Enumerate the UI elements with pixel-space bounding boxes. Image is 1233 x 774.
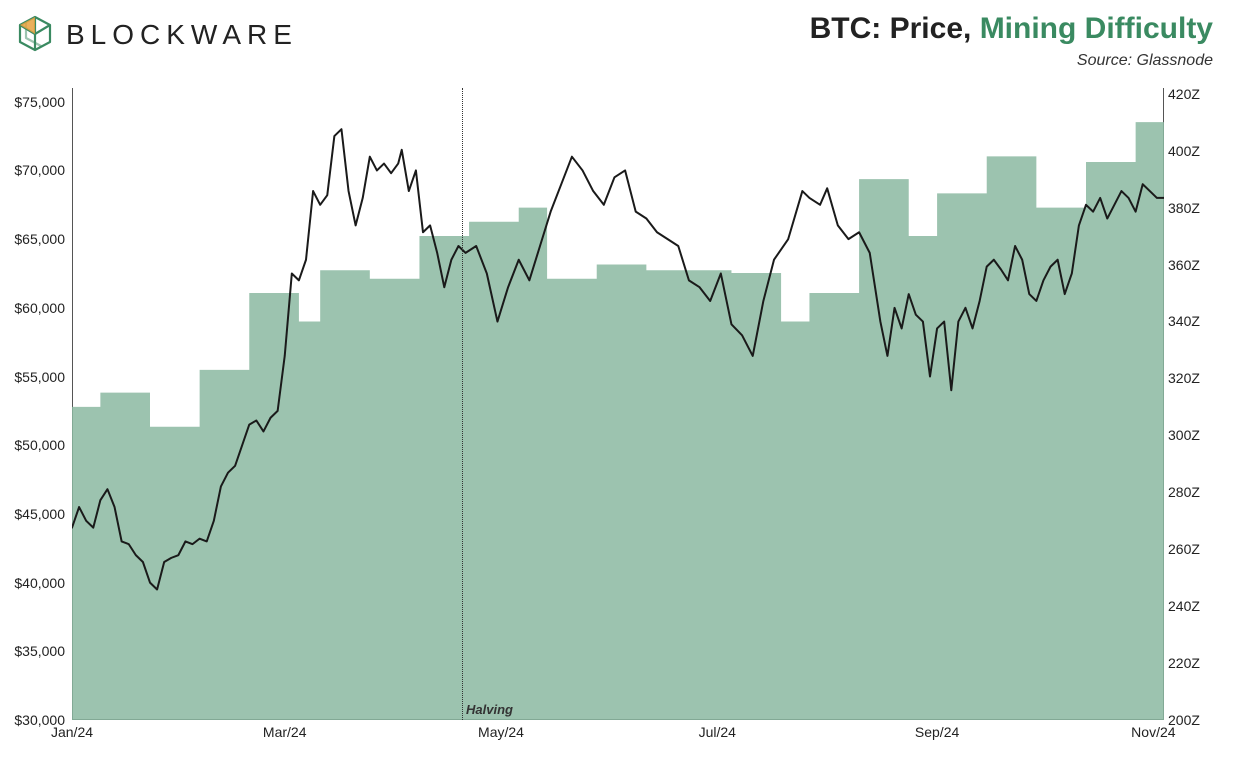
halving-marker-line — [462, 88, 463, 720]
halving-marker-label: Halving — [466, 702, 513, 717]
difficulty-area — [72, 122, 1164, 720]
y-right-tick: 400Z — [1168, 143, 1218, 159]
header: BLOCKWARE BTC: Price, Mining Difficulty … — [0, 8, 1213, 68]
y-right-tick: 280Z — [1168, 484, 1218, 500]
y-left-tick: $75,000 — [5, 94, 65, 110]
chart-svg — [72, 88, 1164, 720]
y-right-tick: 360Z — [1168, 257, 1218, 273]
brand-logo: BLOCKWARE — [14, 14, 298, 56]
y-right-tick: 220Z — [1168, 655, 1218, 671]
y-right-tick: 420Z — [1168, 86, 1218, 102]
y-right-tick: 340Z — [1168, 313, 1218, 329]
y-right-tick: 300Z — [1168, 427, 1218, 443]
chart-container: BLOCKWARE BTC: Price, Mining Difficulty … — [0, 0, 1233, 774]
y-left-tick: $40,000 — [5, 575, 65, 591]
y-left-tick: $65,000 — [5, 231, 65, 247]
title-prefix: BTC: Price, — [810, 12, 980, 45]
chart-title: BTC: Price, Mining Difficulty — [810, 12, 1213, 46]
y-left-tick: $60,000 — [5, 300, 65, 316]
blockware-logo-icon — [14, 14, 56, 56]
x-tick: Mar/24 — [263, 724, 307, 740]
y-right-tick: 260Z — [1168, 541, 1218, 557]
y-right-tick: 240Z — [1168, 598, 1218, 614]
x-tick: Jan/24 — [51, 724, 93, 740]
y-left-tick: $35,000 — [5, 643, 65, 659]
brand-name: BLOCKWARE — [66, 19, 298, 51]
x-tick: Jul/24 — [699, 724, 736, 740]
y-right-tick: 380Z — [1168, 200, 1218, 216]
x-tick: Sep/24 — [915, 724, 959, 740]
y-left-tick: $45,000 — [5, 506, 65, 522]
x-tick: May/24 — [478, 724, 524, 740]
y-left-tick: $50,000 — [5, 437, 65, 453]
x-tick: Nov/24 — [1131, 724, 1175, 740]
y-right-tick: 320Z — [1168, 370, 1218, 386]
title-suffix: Mining Difficulty — [980, 12, 1213, 45]
source-label: Source: Glassnode — [1077, 52, 1213, 70]
y-left-tick: $70,000 — [5, 162, 65, 178]
y-left-tick: $55,000 — [5, 369, 65, 385]
